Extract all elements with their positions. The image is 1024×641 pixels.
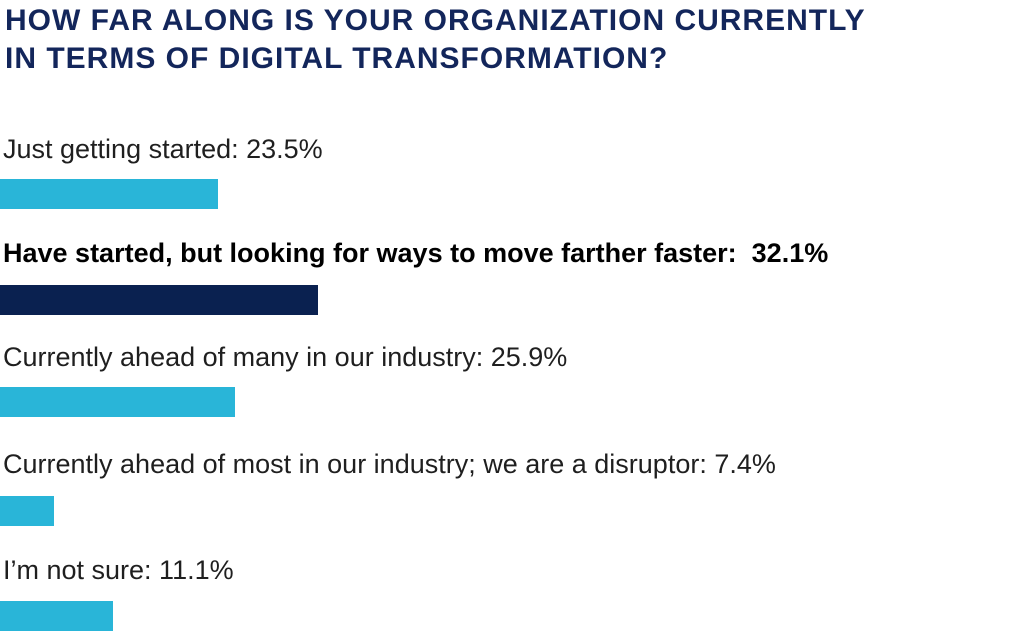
- bar: [0, 285, 318, 315]
- bar-label: Have started, but looking for ways to mo…: [3, 238, 829, 268]
- bar: [0, 496, 54, 526]
- chart-title-line-2: IN TERMS OF DIGITAL TRANSFORMATION?: [5, 42, 669, 75]
- bar: [0, 387, 235, 417]
- bar: [0, 601, 113, 631]
- bar-label: Currently ahead of many in our industry:…: [3, 342, 568, 372]
- bar: [0, 179, 218, 209]
- bar-label: Currently ahead of most in our industry;…: [3, 449, 776, 479]
- chart-title-line-1: HOW FAR ALONG IS YOUR ORGANIZATION CURRE…: [5, 4, 866, 37]
- bar-label: I’m not sure: 11.1%: [3, 555, 234, 585]
- bar-label: Just getting started: 23.5%: [3, 134, 323, 164]
- chart-title: HOW FAR ALONG IS YOUR ORGANIZATION CURRE…: [5, 2, 866, 78]
